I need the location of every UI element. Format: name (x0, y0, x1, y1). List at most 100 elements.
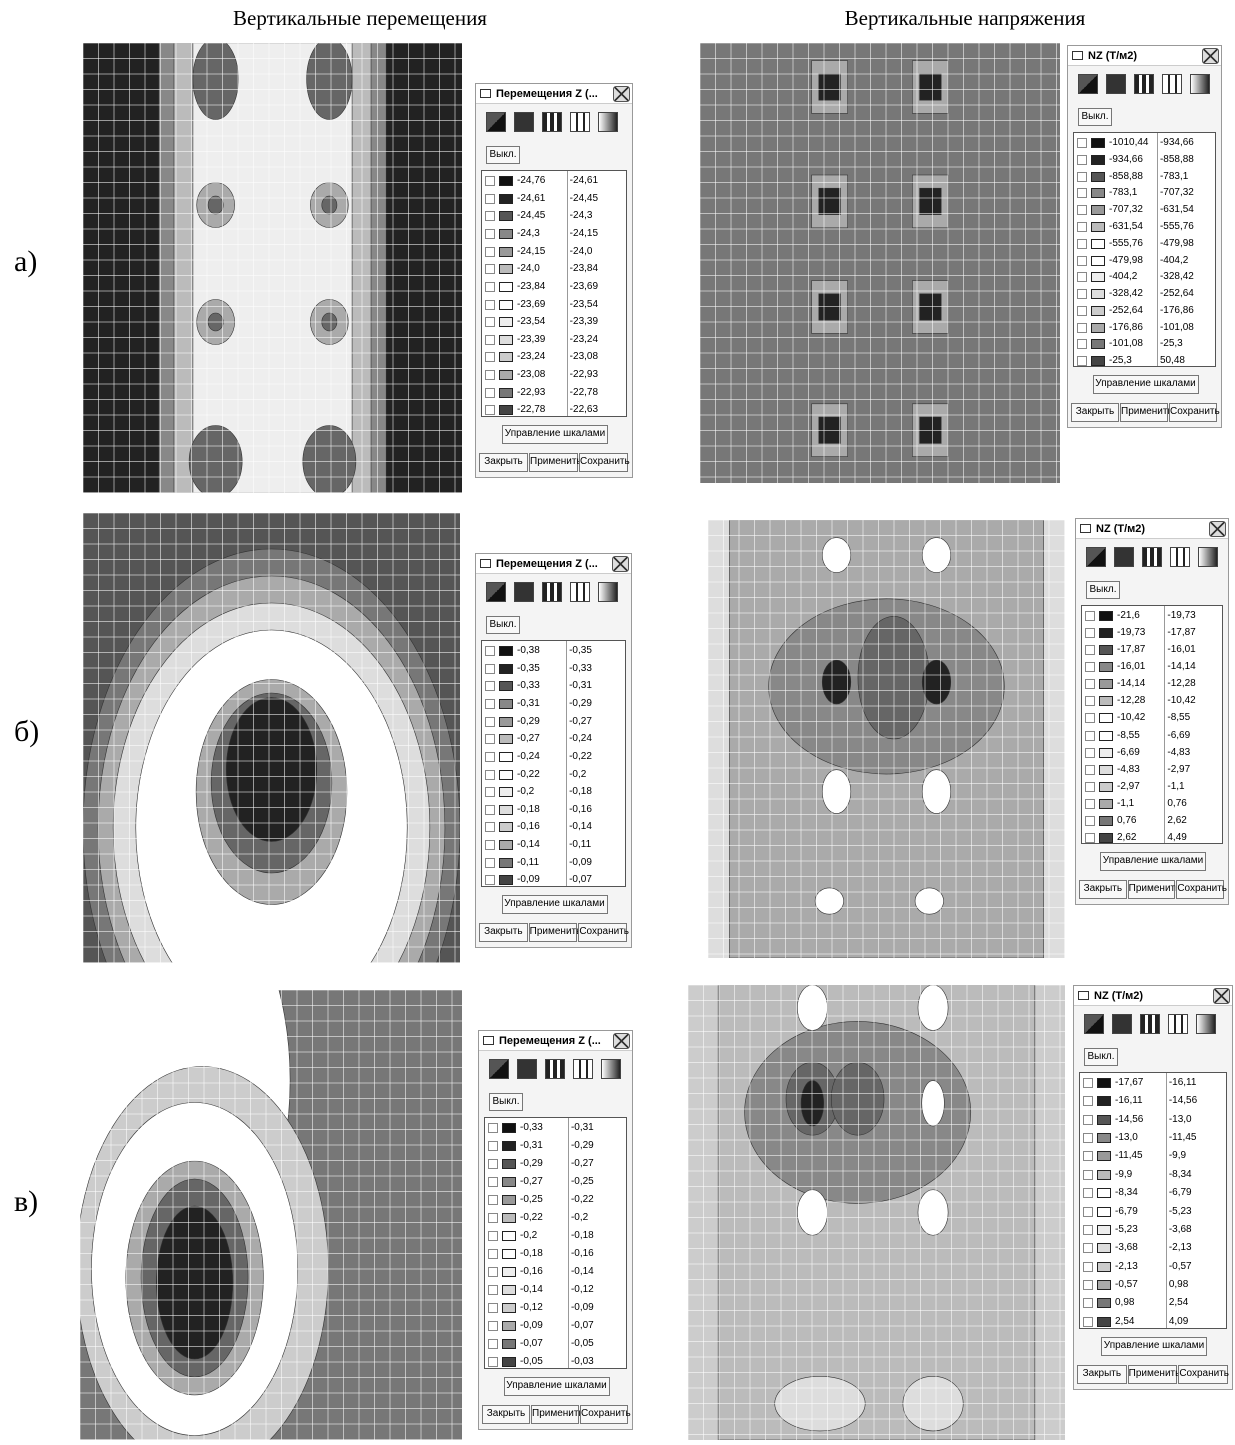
action-button[interactable]: Закрыть (482, 1405, 530, 1424)
row-checkbox[interactable] (1085, 799, 1095, 809)
action-button[interactable]: Сохранить (1169, 403, 1217, 422)
row-checkbox[interactable] (1085, 713, 1095, 723)
row-checkbox[interactable] (485, 646, 495, 656)
row-checkbox[interactable] (488, 1285, 498, 1295)
fill-mode-button[interactable] (1112, 1014, 1132, 1034)
fill-mode-button[interactable] (1114, 547, 1134, 567)
row-checkbox[interactable] (485, 405, 495, 415)
row-checkbox[interactable] (485, 229, 495, 239)
row-checkbox[interactable] (485, 699, 495, 709)
row-checkbox[interactable] (485, 176, 495, 186)
row-checkbox[interactable] (485, 370, 495, 380)
row-checkbox[interactable] (1077, 138, 1087, 148)
row-checkbox[interactable] (1083, 1280, 1093, 1290)
row-checkbox[interactable] (488, 1123, 498, 1133)
action-button[interactable]: Применить (1120, 403, 1168, 422)
row-checkbox[interactable] (485, 300, 495, 310)
row-checkbox[interactable] (1085, 731, 1095, 741)
row-checkbox[interactable] (1085, 696, 1095, 706)
row-checkbox[interactable] (1085, 765, 1095, 775)
row-checkbox[interactable] (488, 1249, 498, 1259)
row-checkbox[interactable] (1083, 1170, 1093, 1180)
fill-mode-button[interactable] (570, 112, 590, 132)
row-checkbox[interactable] (1077, 172, 1087, 182)
fill-mode-button[interactable] (601, 1059, 621, 1079)
row-checkbox[interactable] (1083, 1188, 1093, 1198)
row-checkbox[interactable] (1077, 339, 1087, 349)
row-checkbox[interactable] (488, 1303, 498, 1313)
row-checkbox[interactable] (485, 840, 495, 850)
row-checkbox[interactable] (1077, 272, 1087, 282)
row-checkbox[interactable] (488, 1159, 498, 1169)
row-checkbox[interactable] (1083, 1096, 1093, 1106)
row-checkbox[interactable] (485, 717, 495, 727)
row-checkbox[interactable] (485, 805, 495, 815)
row-checkbox[interactable] (485, 388, 495, 398)
row-checkbox[interactable] (1077, 222, 1087, 232)
action-button[interactable]: Сохранить (1176, 880, 1224, 899)
row-checkbox[interactable] (1083, 1298, 1093, 1308)
scale-button[interactable]: Управление шкалами (1101, 1337, 1207, 1356)
row-checkbox[interactable] (1083, 1207, 1093, 1217)
action-button[interactable]: Сохранить (578, 923, 627, 942)
row-checkbox[interactable] (1077, 289, 1087, 299)
off-button[interactable]: Выкл. (1086, 581, 1120, 599)
row-checkbox[interactable] (485, 264, 495, 274)
scale-button[interactable]: Управление шкалами (1100, 852, 1206, 871)
row-checkbox[interactable] (488, 1177, 498, 1187)
row-checkbox[interactable] (1077, 323, 1087, 333)
off-button[interactable]: Выкл. (486, 146, 520, 164)
fill-mode-button[interactable] (1168, 1014, 1188, 1034)
fill-mode-button[interactable] (1106, 74, 1126, 94)
row-checkbox[interactable] (1085, 782, 1095, 792)
row-checkbox[interactable] (488, 1195, 498, 1205)
off-button[interactable]: Выкл. (1084, 1048, 1118, 1066)
fill-mode-button[interactable] (542, 112, 562, 132)
row-checkbox[interactable] (488, 1267, 498, 1277)
row-checkbox[interactable] (488, 1321, 498, 1331)
row-checkbox[interactable] (485, 211, 495, 221)
fill-mode-button[interactable] (598, 582, 618, 602)
scale-button[interactable]: Управление шкалами (502, 895, 608, 914)
row-checkbox[interactable] (1077, 256, 1087, 266)
off-button[interactable]: Выкл. (486, 616, 520, 634)
action-button[interactable]: Сохранить (1178, 1365, 1228, 1384)
row-checkbox[interactable] (1077, 306, 1087, 316)
row-checkbox[interactable] (488, 1231, 498, 1241)
action-button[interactable]: Закрыть (1079, 880, 1127, 899)
fill-mode-button[interactable] (542, 582, 562, 602)
fill-mode-button[interactable] (570, 582, 590, 602)
fill-mode-button[interactable] (545, 1059, 565, 1079)
row-checkbox[interactable] (1083, 1262, 1093, 1272)
action-button[interactable]: Закрыть (479, 923, 528, 942)
action-button[interactable]: Закрыть (1071, 403, 1119, 422)
fill-mode-button[interactable] (1170, 547, 1190, 567)
row-checkbox[interactable] (485, 335, 495, 345)
row-checkbox[interactable] (485, 317, 495, 327)
fill-mode-button[interactable] (514, 112, 534, 132)
action-button[interactable]: Закрыть (479, 453, 528, 472)
row-checkbox[interactable] (1077, 356, 1087, 366)
fill-mode-button[interactable] (1134, 74, 1154, 94)
action-button[interactable]: Применить (529, 923, 578, 942)
row-checkbox[interactable] (1077, 205, 1087, 215)
fill-mode-button[interactable] (1190, 74, 1210, 94)
row-checkbox[interactable] (1085, 645, 1095, 655)
row-checkbox[interactable] (1085, 628, 1095, 638)
row-checkbox[interactable] (488, 1339, 498, 1349)
row-checkbox[interactable] (1083, 1151, 1093, 1161)
action-button[interactable]: Применить (1128, 880, 1176, 899)
row-checkbox[interactable] (485, 352, 495, 362)
row-checkbox[interactable] (1085, 679, 1095, 689)
action-button[interactable]: Сохранить (579, 453, 628, 472)
row-checkbox[interactable] (1083, 1243, 1093, 1253)
row-checkbox[interactable] (1085, 833, 1095, 843)
row-checkbox[interactable] (488, 1213, 498, 1223)
fill-mode-button[interactable] (1084, 1014, 1104, 1034)
action-button[interactable]: Применить (1128, 1365, 1178, 1384)
row-checkbox[interactable] (1077, 188, 1087, 198)
row-checkbox[interactable] (1083, 1225, 1093, 1235)
row-checkbox[interactable] (488, 1141, 498, 1151)
fill-mode-button[interactable] (1140, 1014, 1160, 1034)
fill-mode-button[interactable] (1196, 1014, 1216, 1034)
